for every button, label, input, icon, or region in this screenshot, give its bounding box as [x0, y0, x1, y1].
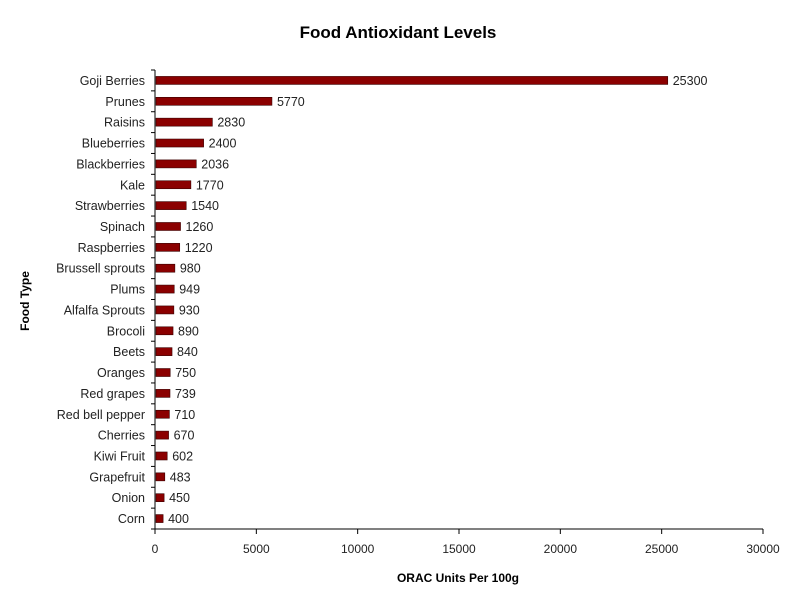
x-axis-ticks: 0 5000 10000 15000 20000 25000 30000: [152, 529, 780, 556]
data-label: 2830: [217, 116, 245, 130]
category-label: Grapefruit: [89, 470, 145, 484]
category-label: Brocoli: [107, 324, 145, 338]
category-label: Oranges: [97, 366, 145, 380]
bar: [155, 138, 204, 148]
category-label: Goji Berries: [80, 74, 145, 88]
x-tick-label: 0: [152, 542, 159, 556]
data-label: 670: [174, 429, 195, 443]
data-label: 949: [179, 283, 200, 297]
x-tick-label: 15000: [442, 542, 476, 556]
bar: [155, 284, 175, 294]
bar: [155, 493, 165, 503]
bar: [155, 430, 169, 440]
data-label: 1260: [186, 220, 214, 234]
x-tick-label: 30000: [746, 542, 780, 556]
bar: [155, 451, 168, 461]
bar: [155, 347, 173, 356]
category-label: Prunes: [105, 95, 145, 109]
category-label: Kale: [120, 178, 145, 192]
bar: [155, 243, 181, 252]
data-label: 710: [174, 408, 195, 422]
data-label: 25300: [673, 74, 708, 88]
chart-title: Food Antioxidant Levels: [300, 23, 497, 42]
bar: [155, 201, 187, 210]
data-label: 1770: [196, 178, 224, 192]
bar: [155, 389, 171, 398]
x-tick-label: 25000: [645, 542, 679, 556]
bar: [155, 222, 181, 231]
data-label: 400: [168, 512, 189, 526]
bar: [155, 472, 166, 482]
data-label: 930: [179, 303, 200, 317]
data-label: 1540: [191, 199, 219, 213]
bar: [155, 96, 273, 106]
bar: [155, 326, 174, 336]
bar: [155, 117, 213, 127]
bar: [155, 159, 197, 169]
data-label: 890: [178, 324, 199, 338]
category-label: Spinach: [100, 220, 145, 234]
bar: [155, 368, 171, 377]
x-tick-label: 20000: [544, 542, 578, 556]
bar: [155, 76, 669, 85]
bar: [155, 409, 170, 419]
data-label: 450: [169, 491, 190, 505]
data-label: 483: [170, 470, 191, 484]
data-label: 980: [180, 262, 201, 276]
bar: [155, 305, 175, 315]
x-tick-label: 10000: [341, 542, 375, 556]
data-label: 739: [175, 387, 196, 401]
y-axis-title: Food Type: [18, 271, 32, 331]
category-label: Onion: [112, 491, 145, 505]
x-tick-label: 5000: [243, 542, 270, 556]
category-label: Raisins: [104, 116, 145, 130]
data-label: 750: [175, 366, 196, 380]
category-label: Brussell sprouts: [56, 262, 145, 276]
data-label: 602: [172, 449, 193, 463]
category-label: Red bell pepper: [57, 408, 145, 422]
category-label: Strawberries: [75, 199, 145, 213]
category-label: Cherries: [98, 429, 145, 443]
category-label: Kiwi Fruit: [94, 449, 146, 463]
category-label: Corn: [118, 512, 145, 526]
category-label: Alfalfa Sprouts: [64, 303, 145, 317]
category-label: Blackberries: [76, 157, 145, 171]
category-label: Raspberries: [78, 241, 145, 255]
bar: [155, 263, 176, 273]
category-label: Blueberries: [82, 137, 145, 151]
x-axis-title: ORAC Units Per 100g: [397, 571, 519, 585]
bar: [155, 514, 164, 523]
bar-group: Goji Berries 25300 Prunes 5770 Raisins 2830 Bl…: [56, 69, 708, 530]
data-label: 2036: [201, 157, 229, 171]
bar: [155, 180, 192, 190]
category-label: Plums: [110, 283, 145, 297]
data-label: 2400: [209, 137, 237, 151]
data-label: 1220: [185, 241, 213, 255]
category-label: Red grapes: [80, 387, 145, 401]
data-label: 840: [177, 345, 198, 359]
data-label: 5770: [277, 95, 305, 109]
category-label: Beets: [113, 345, 145, 359]
